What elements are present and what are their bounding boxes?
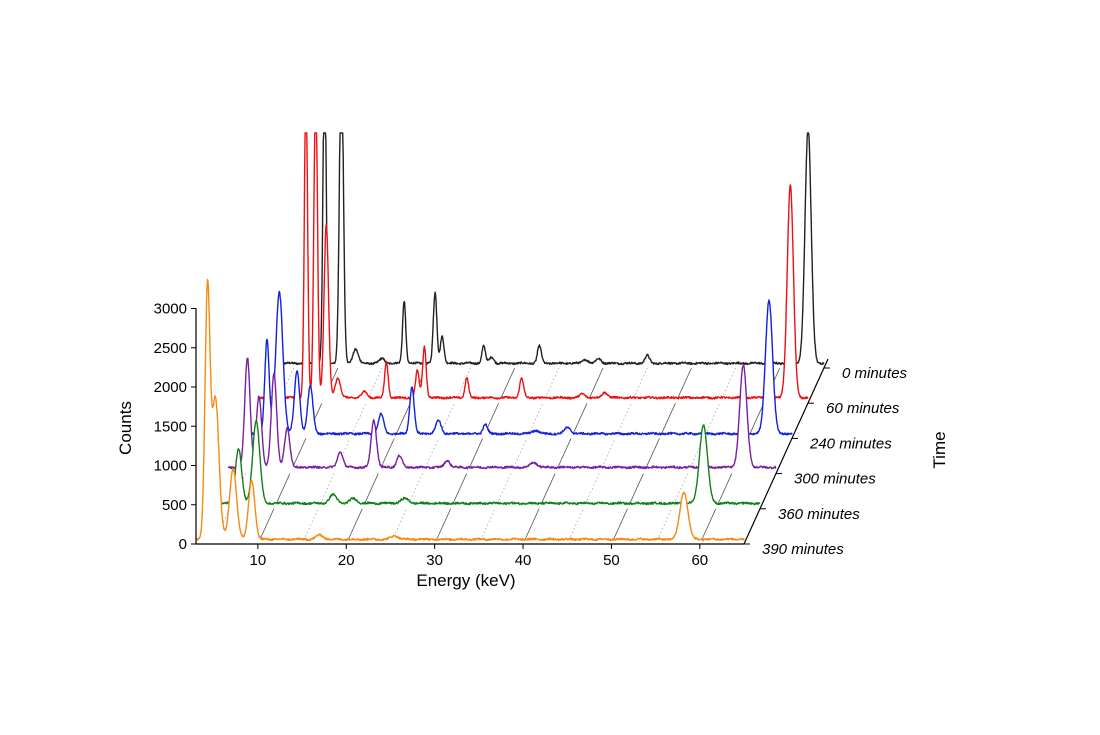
floor-gridline-minor [390, 367, 471, 545]
series-line [211, 419, 761, 506]
y-axis-title: Counts [116, 401, 135, 455]
x-tick-label: 30 [426, 552, 443, 569]
x-tick-label: 50 [603, 552, 620, 569]
series-label: 360 minutes [778, 506, 860, 523]
y-tick-label: 500 [162, 497, 187, 514]
series-occluder [228, 358, 776, 474]
series-line [195, 278, 745, 542]
series-label: 0 minutes [842, 365, 908, 382]
x-tick-label: 60 [691, 552, 708, 569]
x-tick-label: 10 [250, 552, 267, 569]
series-label: 240 minutes [809, 435, 892, 452]
y-tick-label: 2500 [154, 340, 187, 357]
labels: 0 minutes 60 minutes 240 minutes 300 minute… [154, 301, 908, 570]
series-line [275, 132, 825, 366]
series-occluder [276, 133, 824, 368]
floor-gridline-major [522, 367, 604, 545]
series-line [243, 290, 793, 436]
series-group [195, 132, 825, 544]
z-axis-line [743, 358, 829, 545]
x-tick-label: 20 [338, 552, 355, 569]
series-line [227, 357, 777, 470]
x-axis-title: Energy (keV) [416, 571, 515, 590]
floor-gridline-major [434, 367, 516, 545]
floor-gridline-minor [655, 367, 736, 545]
y-tick-label: 0 [179, 536, 187, 553]
series-300-minutes [227, 357, 777, 474]
series-label: 390 minutes [762, 541, 844, 558]
y-tick-label: 1500 [154, 418, 187, 435]
series-60-minutes [259, 132, 809, 404]
series-occluder [244, 291, 792, 439]
series-label: 60 minutes [826, 400, 900, 417]
series-label: 300 minutes [794, 471, 876, 488]
series-240-minutes [243, 290, 793, 439]
y-tick-label: 2000 [154, 379, 187, 396]
series-390-minutes [195, 278, 745, 544]
series-360-minutes [211, 419, 761, 509]
y-tick-label: 3000 [154, 301, 187, 318]
series-occluder [196, 279, 744, 544]
z-axis-title: Time [930, 431, 949, 468]
series-occluder [212, 420, 760, 509]
x-tick-label: 40 [515, 552, 532, 569]
series-0-minutes [275, 132, 825, 368]
series-line [259, 132, 809, 400]
y-tick-label: 1000 [154, 458, 187, 475]
